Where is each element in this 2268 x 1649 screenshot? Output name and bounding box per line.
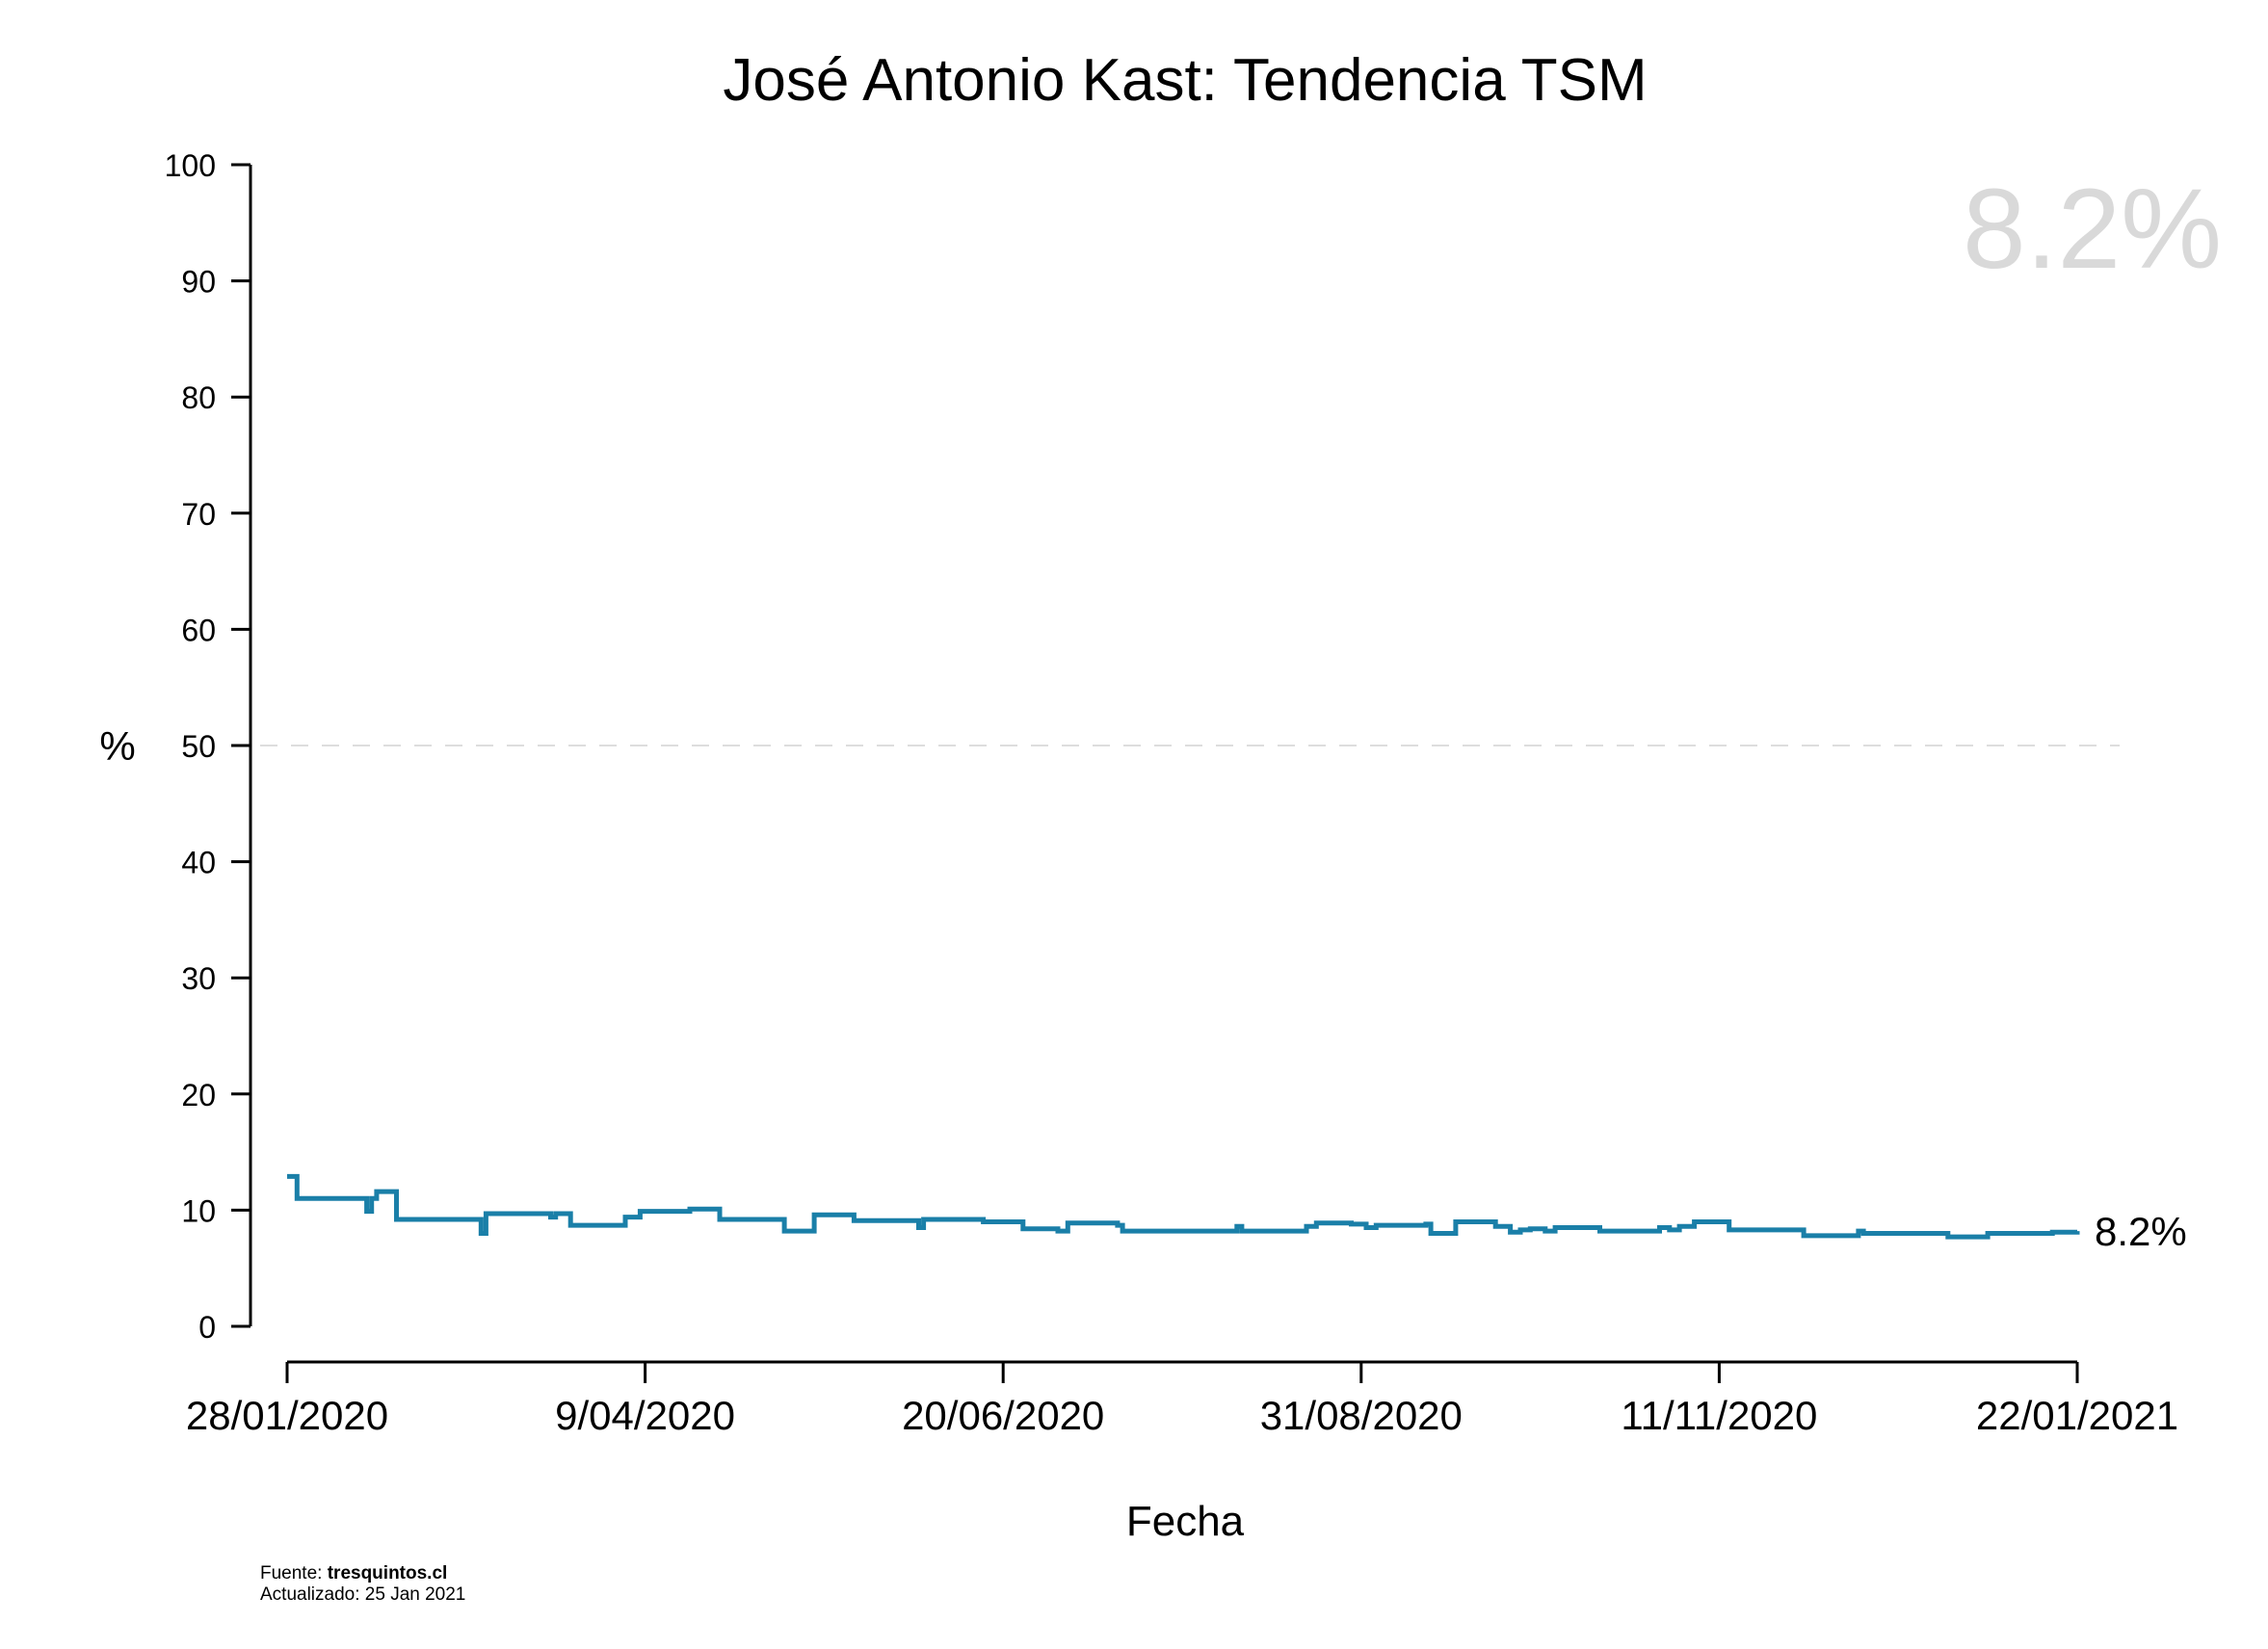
big-value-label: 8.2% (1963, 166, 2222, 293)
y-tick-label: 50 (181, 729, 216, 764)
x-tick-label: 9/04/2020 (555, 1393, 735, 1438)
y-tick-label: 70 (181, 497, 216, 532)
source-name: tresquintos.cl (327, 1563, 448, 1584)
y-tick-label: 30 (181, 961, 216, 996)
chart-title: José Antonio Kast: Tendencia TSM (723, 47, 1647, 114)
series-line (287, 1173, 2080, 1240)
x-tick-label: 11/11/2020 (1621, 1393, 1817, 1438)
source-line: Fuente: tresquintos.cl (260, 1563, 447, 1584)
y-tick-label: 0 (198, 1310, 216, 1345)
y-tick-label: 10 (181, 1193, 216, 1228)
y-tick-label: 90 (181, 265, 216, 300)
x-tick-label: 28/01/2020 (186, 1393, 388, 1438)
y-tick-label: 100 (165, 148, 216, 183)
y-tick-label: 60 (181, 613, 216, 647)
y-tick-label: 80 (181, 380, 216, 415)
last-value-label: 8.2% (2095, 1209, 2187, 1254)
x-axis-label: Fecha (1126, 1498, 1245, 1545)
y-axis-label: % (99, 723, 135, 769)
y-axis: 0 10 20 30 40 50 60 70 80 90 100 (165, 148, 252, 1345)
y-tick-label: 40 (181, 846, 216, 880)
x-axis: 28/01/2020 9/04/2020 20/06/2020 31/08/2020 1… (186, 1360, 2178, 1438)
source-prefix: Fuente: (260, 1563, 328, 1584)
y-tick-label: 20 (181, 1078, 216, 1112)
x-tick-label: 31/08/2020 (1260, 1393, 1463, 1438)
x-tick-label: 22/01/2021 (1976, 1393, 2178, 1438)
updated-line: Actualizado: 25 Jan 2021 (260, 1584, 466, 1605)
x-tick-label: 20/06/2020 (902, 1393, 1104, 1438)
